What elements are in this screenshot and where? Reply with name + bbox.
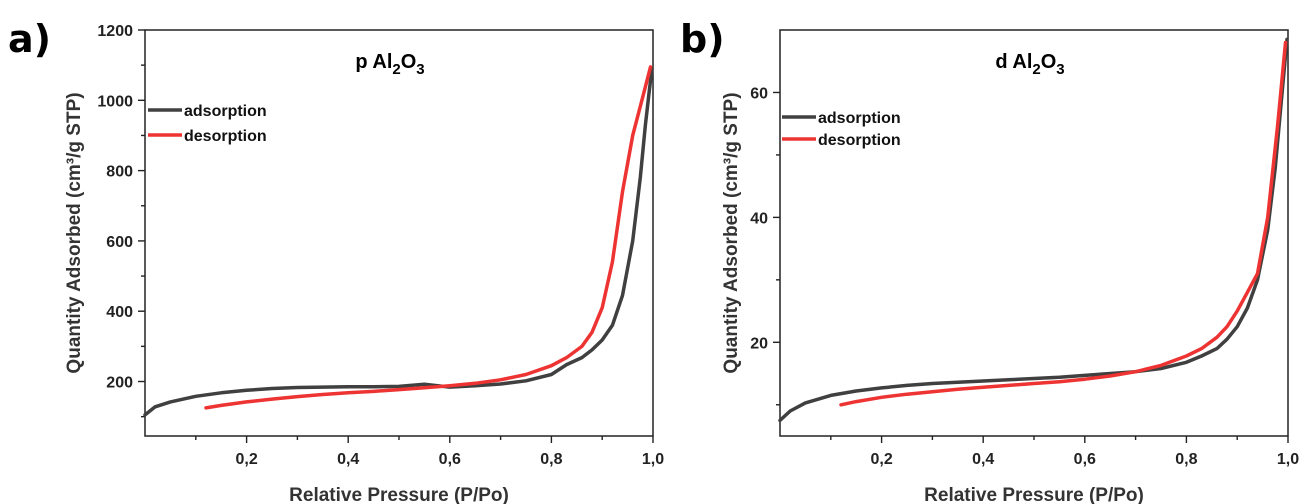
x-tick-label: 0,4 xyxy=(972,451,994,468)
x-tick-label: 0,6 xyxy=(439,451,461,468)
x-tick-label: 0,8 xyxy=(1175,451,1197,468)
y-tick-label: 60 xyxy=(750,85,768,102)
legend-label-desorption: desorption xyxy=(818,132,901,149)
chart-title-mid: O xyxy=(1041,51,1057,73)
chart-title-prefix: d Al xyxy=(995,51,1032,73)
panel-label: b) xyxy=(680,17,725,61)
chart-panel-0: a) 0,2 0,4 0,6 0,8 1,0 200 400 600 800 1000 1200 Rel… xyxy=(8,17,664,504)
chart-title-mid: O xyxy=(401,51,417,73)
legend-label-desorption: desorption xyxy=(184,128,267,145)
plot-frame xyxy=(144,29,654,437)
panel-label: a) xyxy=(8,17,51,61)
y-axis-title: Quantity Adsorbed (cm³/g STP) xyxy=(64,92,85,373)
plot-frame xyxy=(779,29,1289,437)
x-tick-label: 1,0 xyxy=(1277,451,1299,468)
x-tick-label: 0,8 xyxy=(540,451,562,468)
series-line-desorption xyxy=(839,40,1288,407)
chart-title-sub2: 3 xyxy=(416,61,424,78)
x-tick-label: 0,6 xyxy=(1074,451,1096,468)
series-line-adsorption xyxy=(778,37,1289,423)
y-tick-label: 200 xyxy=(106,375,133,392)
x-axis-title: Relative Pressure (P/Po) xyxy=(924,485,1144,504)
chart-title-prefix: p Al xyxy=(355,51,392,73)
legend-label-adsorption: adsorption xyxy=(184,103,267,120)
chart-title: p Al2O3 xyxy=(355,51,424,78)
x-tick-label: 0,2 xyxy=(870,451,892,468)
x-tick-label: 0,2 xyxy=(235,451,257,468)
y-tick-label: 40 xyxy=(750,210,768,227)
legend-label-adsorption: adsorption xyxy=(818,110,901,127)
chart-title: d Al2O3 xyxy=(995,51,1064,78)
y-tick-label: 20 xyxy=(750,335,768,352)
chart-title-sub1: 2 xyxy=(1032,61,1040,78)
y-tick-label: 400 xyxy=(106,304,133,321)
x-tick-label: 0,4 xyxy=(337,451,359,468)
chart-title-sub2: 3 xyxy=(1056,61,1064,78)
series-line-desorption xyxy=(204,65,653,410)
x-tick-label: 1,0 xyxy=(642,451,664,468)
chart-panel-1: b) 0,2 0,4 0,6 0,8 1,0 20 40 60 Relative Pressure… xyxy=(680,17,1299,504)
y-axis-title: Quantity Adsorbed (cm³/g STP) xyxy=(721,92,742,373)
y-tick-label: 1000 xyxy=(97,93,133,110)
y-tick-label: 800 xyxy=(106,164,133,181)
y-tick-label: 1200 xyxy=(97,23,133,40)
series-line-adsorption xyxy=(143,66,654,417)
y-tick-label: 600 xyxy=(106,234,133,251)
x-axis-title: Relative Pressure (P/Po) xyxy=(289,485,509,504)
chart-title-sub1: 2 xyxy=(392,61,400,78)
